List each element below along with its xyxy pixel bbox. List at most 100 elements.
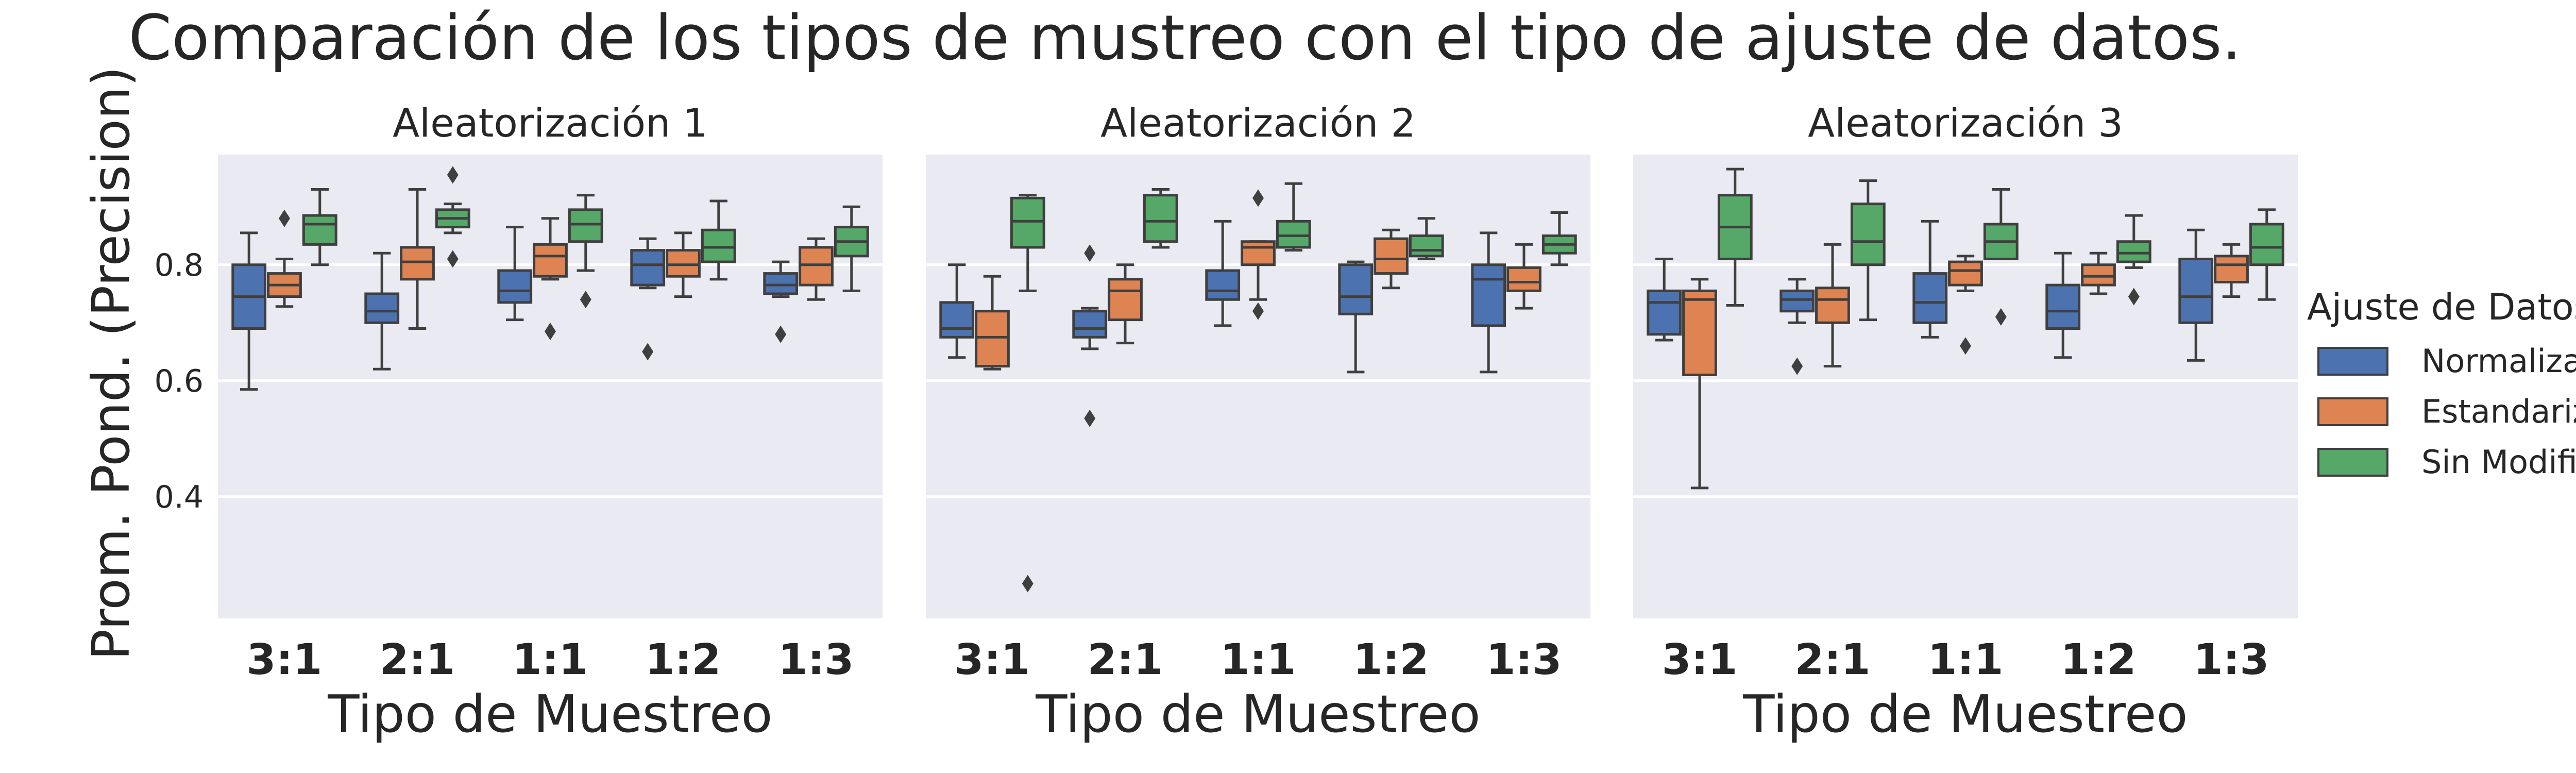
- box-estandarizados: [975, 275, 1010, 371]
- box-estandarizados: [2214, 243, 2249, 298]
- box-sin-modificación: [2116, 214, 2151, 306]
- box-normalizados: [1780, 278, 1815, 375]
- category-group-1-3: 1:3: [2178, 208, 2284, 684]
- category-group-1-1: 1:1: [497, 194, 603, 684]
- box-estandarizados: [1506, 243, 1541, 310]
- box-iqr: [364, 292, 400, 324]
- panel-title: Aleatorización 1: [393, 100, 708, 146]
- box-iqr: [1374, 237, 1409, 275]
- box-iqr: [1850, 203, 1886, 266]
- category-group-3-1: 3:1: [231, 188, 337, 684]
- legend-label: Normalizados: [2421, 342, 2576, 380]
- box-iqr: [1506, 266, 1541, 292]
- box-iqr: [1205, 269, 1241, 301]
- category-group-1-2: 1:2: [2045, 214, 2151, 684]
- box-iqr: [497, 269, 533, 304]
- box-estandarizados: [400, 188, 435, 330]
- box-iqr: [799, 246, 834, 287]
- box-normalizados: [763, 260, 799, 343]
- x-tick-label: 2:1: [1088, 635, 1163, 684]
- box-normalizados: [939, 263, 975, 359]
- box-estandarizados: [533, 217, 568, 341]
- panel-title: Aleatorización 2: [1100, 100, 1416, 146]
- category-group-1-2: 1:2: [1338, 217, 1444, 684]
- legend-swatch: [2317, 448, 2388, 477]
- outlier-point: [580, 291, 591, 309]
- box-iqr: [2045, 283, 2081, 330]
- category-group-2-1: 2:1: [1780, 179, 1886, 684]
- panels: Aleatorización 1 0.4 0.6 0.8 3:1 2:1 1:1 1:2 1:3…: [155, 100, 2298, 744]
- box-iqr: [568, 208, 603, 243]
- outlier-point: [447, 250, 459, 268]
- box-sin-modificación: [1276, 182, 1311, 252]
- x-axis-label: Tipo de Muestreo: [1035, 684, 1480, 744]
- figure-title: Comparación de los tipos de mustreo con …: [128, 3, 2241, 74]
- box-iqr: [1276, 220, 1311, 249]
- box-iqr: [1072, 310, 1108, 339]
- y-tick-label: 0.8: [155, 247, 204, 283]
- box-sin-modificación: [435, 166, 470, 268]
- y-tick-label: 0.4: [155, 479, 204, 515]
- outlier-point: [1022, 575, 1033, 593]
- outlier-point: [642, 343, 654, 361]
- outlier-point: [1252, 189, 1264, 207]
- x-tick-label: 2:1: [380, 635, 455, 684]
- x-tick-label: 1:3: [2194, 635, 2269, 684]
- box-normalizados: [1072, 244, 1108, 427]
- box-estandarizados: [1815, 243, 1850, 368]
- category-group-1-1: 1:1: [1205, 182, 1311, 684]
- box-sin-modificación: [701, 199, 736, 281]
- box-normalizados: [1471, 231, 1506, 374]
- y-tick-label: 0.6: [155, 363, 204, 399]
- legend-item-sin-modificación: Sin Modificación: [2317, 443, 2576, 481]
- box-sin-modificación: [1541, 211, 1577, 266]
- legend-item-estandarizados: Estandarizados: [2317, 393, 2576, 430]
- box-estandarizados: [1682, 278, 1717, 490]
- x-tick-label: 1:2: [2061, 635, 2137, 684]
- box-sin-modificación: [834, 205, 869, 292]
- legend-title: Ajuste de Datos: [2307, 286, 2576, 328]
- outlier-point: [1995, 308, 2007, 326]
- box-iqr: [302, 214, 337, 246]
- box-sin-modificación: [1983, 188, 2019, 326]
- x-tick-label: 2:1: [1795, 635, 1871, 684]
- x-tick-label: 3:1: [1662, 635, 1738, 684]
- box-iqr: [666, 249, 701, 278]
- box-iqr: [2214, 255, 2249, 283]
- box-estandarizados: [1948, 255, 1983, 355]
- box-iqr: [1682, 289, 1717, 376]
- x-tick-label: 1:1: [1928, 635, 2004, 684]
- box-normalizados: [1647, 258, 1682, 342]
- box-normalizados: [364, 251, 400, 371]
- category-group-1-1: 1:1: [1912, 188, 2019, 684]
- box-iqr: [1647, 289, 1682, 336]
- box-normalizados: [630, 237, 666, 361]
- category-group-2-1: 2:1: [364, 166, 470, 684]
- box-estandarizados: [2081, 251, 2116, 295]
- x-tick-label: 3:1: [955, 635, 1030, 684]
- category-group-1-3: 1:3: [763, 205, 869, 684]
- outlier-point: [1791, 357, 1803, 375]
- outlier-point: [447, 166, 459, 184]
- box-estandarizados: [666, 231, 701, 298]
- category-group-1-3: 1:3: [1471, 211, 1577, 684]
- box-iqr: [1143, 194, 1178, 243]
- x-axis-label: Tipo de Muestreo: [1742, 684, 2188, 744]
- box-iqr: [1010, 196, 1045, 249]
- box-iqr: [2081, 263, 2116, 287]
- outlier-point: [279, 209, 290, 227]
- box-iqr: [701, 228, 736, 263]
- box-iqr: [2178, 258, 2214, 324]
- x-tick-label: 1:1: [513, 635, 588, 684]
- legend-label: Sin Modificación: [2421, 443, 2576, 481]
- box-iqr: [1815, 287, 1850, 324]
- box-iqr: [2116, 240, 2151, 263]
- legend-swatch: [2317, 347, 2388, 376]
- box-normalizados: [1912, 220, 1948, 339]
- legend-swatch: [2317, 397, 2388, 426]
- panel-1: Aleatorización 1 0.4 0.6 0.8 3:1 2:1 1:1 1:2 1:3…: [155, 100, 883, 744]
- box-normalizados: [2045, 251, 2081, 359]
